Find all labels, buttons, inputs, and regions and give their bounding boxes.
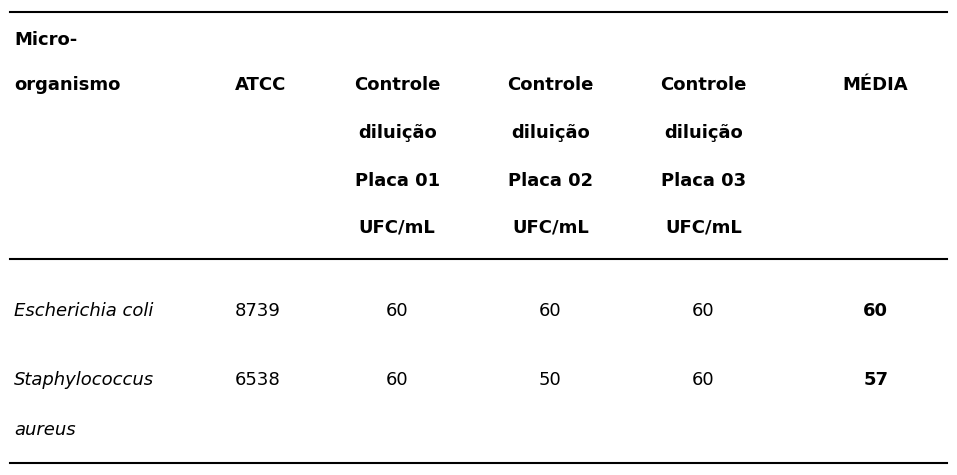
Text: UFC/mL: UFC/mL xyxy=(665,219,742,237)
Text: 60: 60 xyxy=(692,302,715,320)
Text: Placa 01: Placa 01 xyxy=(355,171,439,190)
Text: MÉDIA: MÉDIA xyxy=(843,76,908,95)
Text: Controle: Controle xyxy=(507,76,593,95)
Text: diluição: diluição xyxy=(511,124,590,142)
Text: 60: 60 xyxy=(692,371,715,389)
Text: ATCC: ATCC xyxy=(234,76,286,95)
Text: 6538: 6538 xyxy=(234,371,280,389)
Text: UFC/mL: UFC/mL xyxy=(512,219,589,237)
Text: Controle: Controle xyxy=(354,76,440,95)
Text: Escherichia coli: Escherichia coli xyxy=(14,302,154,320)
Text: organismo: organismo xyxy=(14,76,121,95)
Text: Staphylococcus: Staphylococcus xyxy=(14,371,154,389)
Text: Controle: Controle xyxy=(660,76,746,95)
Text: 57: 57 xyxy=(863,371,888,389)
Text: UFC/mL: UFC/mL xyxy=(359,219,435,237)
Text: Placa 03: Placa 03 xyxy=(661,171,746,190)
Text: 60: 60 xyxy=(386,371,409,389)
Text: 60: 60 xyxy=(863,302,888,320)
Text: Placa 02: Placa 02 xyxy=(508,171,592,190)
Text: 8739: 8739 xyxy=(234,302,280,320)
Text: 50: 50 xyxy=(539,371,562,389)
Text: diluição: diluição xyxy=(358,124,436,142)
Text: aureus: aureus xyxy=(14,421,76,439)
Text: Micro-: Micro- xyxy=(14,31,78,49)
Text: 60: 60 xyxy=(539,302,562,320)
Text: diluição: diluição xyxy=(664,124,743,142)
Text: 60: 60 xyxy=(386,302,409,320)
